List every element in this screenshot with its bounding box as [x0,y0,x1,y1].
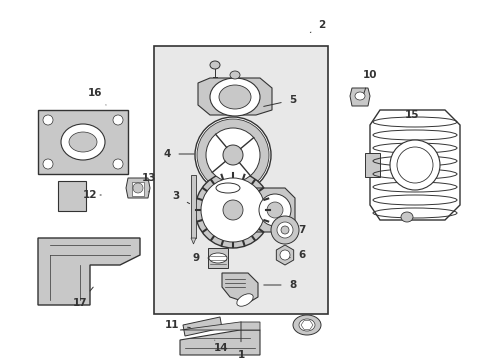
Text: 4: 4 [163,149,194,159]
Ellipse shape [281,226,288,234]
Polygon shape [369,110,459,220]
Bar [364,153,379,177]
Text: 15: 15 [404,110,418,120]
Text: 17: 17 [73,287,93,308]
Text: 12: 12 [82,190,101,200]
Ellipse shape [208,253,226,263]
Polygon shape [349,88,369,106]
Polygon shape [180,330,260,355]
Text: 8: 8 [263,280,296,290]
Text: 3: 3 [172,191,189,204]
Ellipse shape [266,202,283,218]
Text: 14: 14 [213,340,228,353]
Ellipse shape [209,78,260,116]
Text: 6: 6 [287,250,305,260]
Text: 2: 2 [310,20,325,32]
Ellipse shape [236,294,253,306]
Polygon shape [252,188,294,232]
Ellipse shape [61,124,105,160]
Bar [191,175,196,238]
Text: 1: 1 [237,322,244,360]
Ellipse shape [197,119,268,191]
Polygon shape [38,238,140,305]
Ellipse shape [209,61,220,69]
Ellipse shape [195,172,270,248]
Ellipse shape [43,159,53,169]
Ellipse shape [223,200,243,220]
Ellipse shape [396,147,432,183]
Ellipse shape [270,216,298,244]
Polygon shape [180,322,260,330]
Text: 10: 10 [362,70,376,93]
Polygon shape [191,238,196,244]
Bar [132,182,143,196]
Ellipse shape [298,319,314,331]
Text: 9: 9 [192,253,208,263]
Polygon shape [183,317,222,336]
Polygon shape [276,245,293,265]
Text: 13: 13 [142,173,156,192]
Ellipse shape [69,132,97,152]
Ellipse shape [201,178,264,242]
Ellipse shape [205,128,260,182]
Bar [38,110,128,174]
Ellipse shape [219,85,250,109]
Ellipse shape [276,222,292,238]
Text: 5: 5 [263,95,296,107]
Bar [154,46,327,314]
Ellipse shape [280,250,289,260]
Ellipse shape [354,92,364,100]
Ellipse shape [43,115,53,125]
Ellipse shape [259,194,290,226]
Ellipse shape [216,183,240,193]
Ellipse shape [195,117,270,193]
Ellipse shape [113,115,123,125]
Text: 11: 11 [164,320,190,330]
Text: 7: 7 [287,225,305,235]
Ellipse shape [229,71,240,79]
Text: 16: 16 [87,88,106,105]
Ellipse shape [292,315,320,335]
Polygon shape [126,178,150,198]
Bar [207,248,227,268]
Ellipse shape [389,140,439,190]
Ellipse shape [133,183,142,193]
Ellipse shape [223,145,243,165]
Polygon shape [222,273,258,303]
Ellipse shape [113,159,123,169]
Bar [58,181,86,211]
Ellipse shape [400,212,412,222]
Polygon shape [198,78,271,115]
